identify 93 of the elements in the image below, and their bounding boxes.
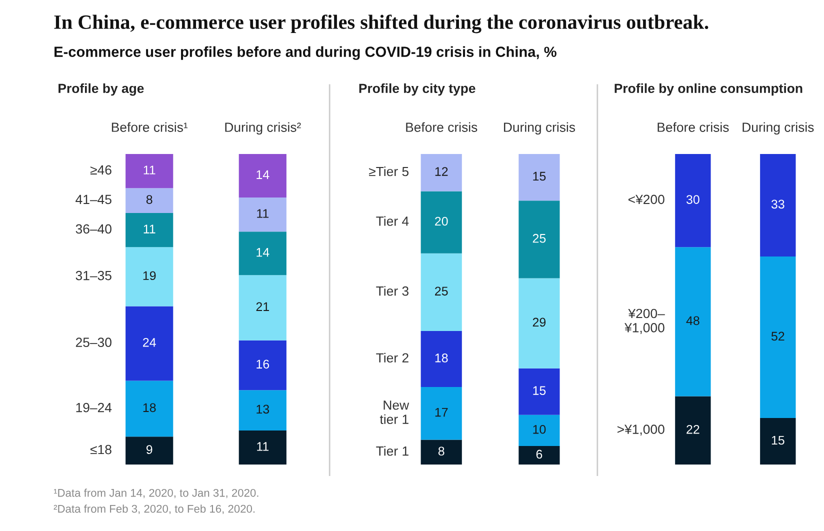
bar [238,390,286,430]
chart-title: Profile by city type [359,83,476,96]
data-label: 30 [686,195,700,204]
bar [238,232,286,276]
bar [420,440,462,465]
bar [238,197,286,232]
data-label: 15 [533,386,546,395]
bar [238,340,286,390]
data-label: 15 [533,172,546,181]
series-label: Tier 4 [376,216,409,226]
bar [126,154,174,188]
series-label: ≤18 [90,444,112,454]
chart-title: Profile by age [58,83,144,96]
series-label: ¥200– ¥1,000 [624,308,665,334]
bar [675,396,711,465]
text: ¹Data from Jan 14, 2020, to Jan 31, 2020. [54,488,258,498]
data-label: 15 [772,436,784,445]
x-tick-label: During crisis [504,122,576,135]
bar [518,414,560,446]
bar [518,200,560,278]
data-label: 13 [256,404,270,414]
x-tick-label: Before crisis¹ [112,122,188,132]
data-label: 11 [144,166,156,174]
data-label: 25 [435,286,448,296]
bar [420,253,462,332]
bar [760,256,796,418]
data-label: 29 [532,318,546,327]
data-label: 11 [144,224,156,234]
x-tick-label: During crisis² [225,122,301,135]
series-label: 31–35 [76,270,112,280]
bar [126,436,174,465]
data-label: 11 [257,442,269,451]
text: In China, e-commerce user profiles shifted during the coronavirus outbreak. [54,14,708,34]
series-label: Tier 3 [376,286,408,296]
series-label: >¥1,000 [617,424,664,436]
text: ²Data from Feb 3, 2020, to Feb 16, 2020. [54,504,255,514]
data-label: 10 [533,424,546,434]
bar [675,247,711,396]
series-label: ≥Tier 5 [369,166,409,176]
series-label: 41–45 [76,194,112,204]
data-label: 6 [536,450,542,459]
data-label: 52 [771,332,784,341]
series-label: Tier 1 [376,446,408,456]
data-label: 25 [532,234,546,243]
x-tick-label: Before crisis [406,122,478,132]
bar [126,188,174,214]
series-label: Tier 2 [376,352,408,363]
bar [675,154,711,248]
data-label: 8 [438,446,444,456]
bar [760,418,796,465]
data-label: 9 [146,445,152,454]
data-label: 20 [435,216,448,226]
bar [238,154,286,198]
bar [420,191,462,254]
series-label: <¥200 [628,194,664,204]
x-tick-label: Before crisis [658,122,729,132]
bar [238,275,286,340]
bar [518,154,560,201]
bar [126,380,174,437]
bar [126,213,174,248]
bar [238,430,286,465]
data-label: 19 [143,271,156,280]
data-label: 21 [256,302,269,311]
bar [126,247,174,306]
series-label: ≥46 [90,165,112,175]
data-label: 14 [256,248,270,257]
data-label: 48 [686,316,700,326]
data-label: 17 [435,408,448,417]
data-label: 22 [686,424,700,434]
chart-title: Profile by online consumption [614,83,802,96]
data-label: 12 [435,167,448,176]
bar [420,331,462,387]
bar [420,386,462,440]
data-label: 18 [435,354,448,362]
text: E-commerce user profiles before and during COVID-19 crisis in China, % [54,46,556,60]
series-label: 36–40 [76,224,112,234]
data-label: 18 [143,403,156,412]
x-tick-label: During crisis [742,122,814,135]
bar [518,368,560,415]
data-label: 11 [257,209,269,218]
data-label: 24 [143,338,156,347]
bar [760,154,796,256]
series-label: New tier 1 [380,400,410,424]
bar [126,306,174,381]
bar [420,154,462,192]
series-label: 25–30 [76,338,112,348]
series-label: 19–24 [76,402,112,412]
data-label: 16 [256,360,270,369]
bar [518,446,560,465]
data-label: 14 [256,170,270,179]
data-label: 33 [771,200,784,209]
bar [518,278,560,368]
data-label: 8 [146,195,152,204]
